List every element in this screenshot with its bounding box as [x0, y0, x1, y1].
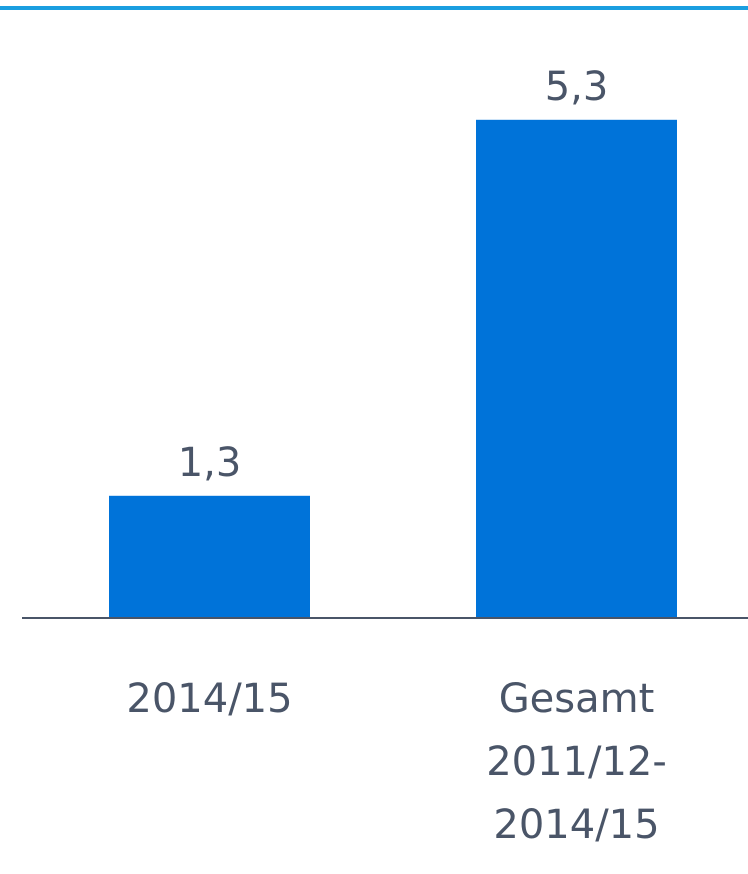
- x-tick-label: Gesamt 2011/12- 2014/15: [486, 676, 667, 848]
- bar: [476, 119, 677, 619]
- value-label: 1,3: [177, 439, 242, 486]
- top-rule: [0, 6, 748, 10]
- bar: [109, 495, 310, 618]
- value-label: 5,3: [544, 63, 609, 110]
- x-tick-label: 2014/15: [126, 676, 293, 722]
